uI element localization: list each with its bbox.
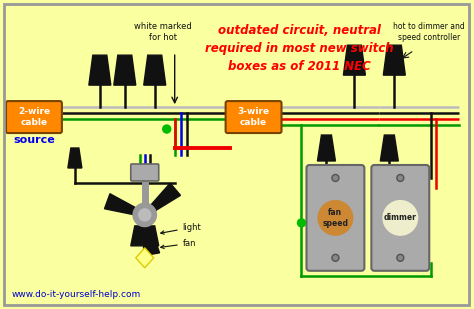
FancyBboxPatch shape bbox=[131, 164, 159, 181]
Text: light: light bbox=[161, 223, 201, 234]
Polygon shape bbox=[136, 248, 154, 268]
Text: white marked
for hot: white marked for hot bbox=[134, 22, 191, 42]
FancyBboxPatch shape bbox=[226, 101, 282, 133]
Polygon shape bbox=[383, 45, 405, 75]
Circle shape bbox=[332, 175, 339, 181]
FancyBboxPatch shape bbox=[6, 101, 62, 133]
Polygon shape bbox=[144, 55, 166, 85]
Circle shape bbox=[298, 219, 305, 227]
Polygon shape bbox=[380, 135, 398, 161]
Text: fan
speed: fan speed bbox=[322, 208, 348, 228]
Circle shape bbox=[397, 175, 404, 181]
Text: 2-wire
cable: 2-wire cable bbox=[18, 107, 50, 127]
Text: www.do-it-yourself-help.com: www.do-it-yourself-help.com bbox=[12, 290, 141, 299]
Text: dimmer: dimmer bbox=[384, 214, 417, 222]
Polygon shape bbox=[104, 194, 146, 217]
Text: outdated circuit, neutral
required in most new switch
boxes as of 2011 NEC: outdated circuit, neutral required in mo… bbox=[205, 24, 394, 73]
FancyBboxPatch shape bbox=[371, 165, 429, 271]
Circle shape bbox=[398, 176, 402, 180]
Polygon shape bbox=[131, 226, 159, 246]
Circle shape bbox=[383, 201, 418, 235]
Circle shape bbox=[332, 254, 339, 261]
Polygon shape bbox=[89, 55, 111, 85]
FancyBboxPatch shape bbox=[307, 165, 365, 271]
Circle shape bbox=[397, 254, 404, 261]
Text: fan: fan bbox=[161, 239, 196, 248]
Polygon shape bbox=[68, 148, 82, 168]
Circle shape bbox=[319, 201, 353, 235]
Text: 3-wire
cable: 3-wire cable bbox=[237, 107, 270, 127]
Text: hot to dimmer and
speed controller: hot to dimmer and speed controller bbox=[393, 22, 465, 42]
Polygon shape bbox=[318, 135, 336, 161]
Circle shape bbox=[163, 125, 171, 133]
Polygon shape bbox=[343, 45, 365, 75]
Polygon shape bbox=[143, 214, 160, 256]
Text: source: source bbox=[13, 135, 55, 145]
Circle shape bbox=[139, 209, 151, 221]
Circle shape bbox=[398, 256, 402, 260]
Circle shape bbox=[134, 204, 156, 226]
Polygon shape bbox=[144, 183, 181, 216]
Circle shape bbox=[333, 256, 337, 260]
Polygon shape bbox=[114, 55, 136, 85]
Circle shape bbox=[333, 176, 337, 180]
